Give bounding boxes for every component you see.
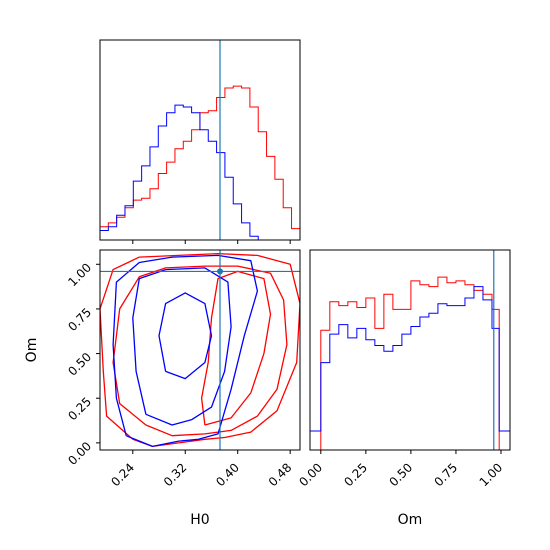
panel-om-histogram: 0.00 0.25 0.50 0.75 1.00 Om	[296, 249, 511, 528]
contour-blue-3	[112, 254, 259, 448]
x-tick-label: 0.25	[341, 460, 370, 489]
om-histogram-marks	[310, 250, 510, 450]
contour-red-0	[100, 252, 300, 448]
histogram-series-blue	[310, 286, 510, 432]
y-tick-label: 0.50	[65, 350, 94, 379]
x-tick-label: 0.75	[431, 460, 460, 489]
histogram-series-blue	[100, 104, 300, 240]
y-tick-label: 1.00	[65, 261, 94, 290]
x-tick-label: 0.32	[161, 460, 190, 489]
y-tick-label: 0.75	[65, 305, 94, 334]
truth-point	[217, 268, 223, 275]
x-axis-label-om: Om	[398, 512, 423, 528]
om-histogram-frame	[309, 249, 511, 451]
h0-om-contour-marks	[100, 250, 300, 450]
contour-blue-4	[132, 267, 232, 426]
y-tick-label: 0.25	[65, 394, 94, 423]
x-tick-label: 1.00	[477, 460, 506, 489]
h0-histogram-frame	[99, 39, 301, 241]
y-tick-label: 0.00	[65, 439, 94, 468]
om-histogram-ticks: 0.00 0.25 0.50 0.75 1.00	[296, 450, 505, 489]
x-tick-label: 0.48	[266, 460, 295, 489]
x-tick-label: 0.40	[213, 460, 242, 489]
y-axis-label-om: Om	[24, 338, 40, 363]
h0-om-contour-frame	[99, 249, 301, 451]
h0-histogram-marks	[100, 40, 300, 240]
x-tick-label: 0.00	[296, 460, 325, 489]
histogram-series-red	[310, 276, 510, 450]
x-axis-label-h0: H0	[190, 512, 209, 528]
contour-red-1	[112, 265, 288, 437]
panel-h0-histogram	[99, 39, 301, 244]
x-tick-label: 0.50	[386, 460, 415, 489]
histogram-series-red	[100, 85, 300, 230]
panel-h0-om-contour: 0.24 0.32 0.40 0.480.000.250.500.751.00 H0 …	[24, 249, 301, 528]
h0-histogram-ticks	[132, 240, 291, 244]
contour-red-2	[200, 270, 272, 426]
x-tick-label: 0.24	[108, 460, 137, 489]
contour-blue-5	[158, 292, 213, 380]
